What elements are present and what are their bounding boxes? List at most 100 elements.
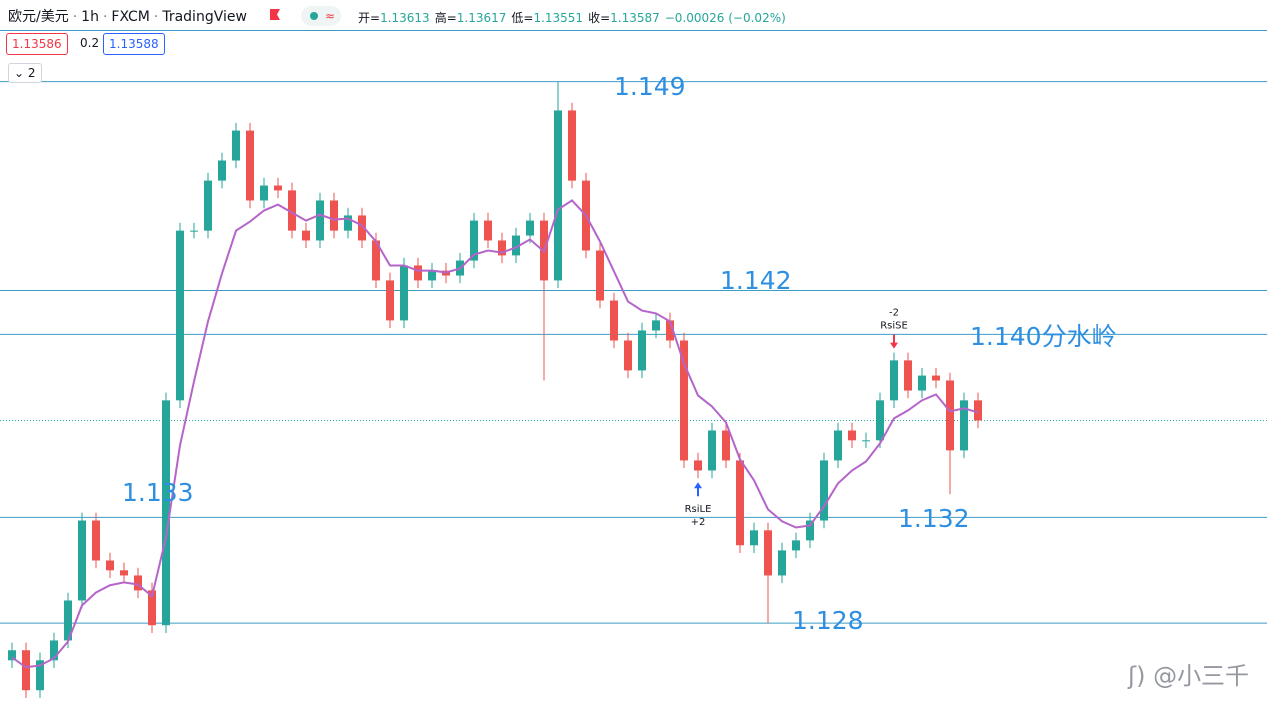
platform: TradingView — [162, 9, 247, 25]
candle-body — [764, 530, 772, 576]
candle-body — [792, 540, 800, 551]
ohlc-value: 1.13617 — [456, 11, 507, 25]
candle-body — [568, 110, 576, 181]
candle-body — [400, 265, 408, 321]
candle-body — [848, 430, 856, 441]
candle-body — [78, 520, 86, 601]
candle-body — [64, 600, 72, 641]
candle-body — [694, 460, 702, 471]
sell-price[interactable]: 1.13586 — [6, 33, 68, 55]
level-annotation: 1.132 — [898, 504, 970, 533]
candle-body — [148, 590, 156, 626]
candle-body — [974, 400, 982, 421]
candle-body — [778, 550, 786, 576]
status-pill[interactable]: ≈ — [301, 6, 341, 26]
ohlc-value: 1.13587 — [610, 11, 660, 25]
signal-qty: +2 — [691, 517, 706, 528]
collapse-count: 2 — [27, 66, 36, 80]
candle-body — [652, 320, 660, 331]
spread: 0.2 — [80, 36, 100, 50]
change: −0.00026 (−0.02%) — [664, 11, 786, 25]
candle-body — [876, 400, 884, 441]
candle-body — [624, 340, 632, 371]
level-annotation: 1.149 — [614, 72, 686, 101]
candle-body — [708, 430, 716, 471]
candle-body — [386, 280, 394, 321]
level-annotation: 1.128 — [792, 606, 864, 635]
candle-body — [610, 300, 618, 341]
candle-body — [834, 430, 842, 461]
candle-body — [288, 190, 296, 231]
candle-body — [736, 460, 744, 546]
candle-body — [162, 400, 170, 626]
ohlc-values: 开=1.13613 高=1.13617 低=1.13551 收=1.13587 −0.0… — [358, 9, 786, 26]
symbol-header: 欧元/美元 · 1h · FXCM · TradingView — [8, 9, 247, 25]
candle-body — [596, 250, 604, 301]
candle-body — [36, 660, 44, 691]
candle-body — [260, 185, 268, 201]
candle-body — [106, 560, 114, 571]
interval[interactable]: 1h — [81, 9, 99, 25]
candle-body — [862, 440, 870, 442]
candle-body — [526, 220, 534, 236]
candle-body — [554, 110, 562, 281]
candle-body — [92, 520, 100, 561]
level-annotation: 1.142 — [720, 266, 792, 295]
candle-body — [680, 340, 688, 461]
level-annotation: 1.133 — [122, 478, 194, 507]
candle-body — [414, 265, 422, 281]
collapse-button[interactable]: ⌄ 2 — [8, 63, 42, 83]
candle-body — [232, 130, 240, 161]
moving-average — [11, 199, 979, 669]
candle-body — [246, 130, 254, 201]
signal-qty: -2 — [889, 308, 899, 319]
candle-body — [204, 180, 212, 231]
ohlc-label: 低= — [511, 11, 534, 25]
level-annotation: 1.140分水岭 — [970, 322, 1117, 351]
candle-body — [470, 220, 478, 261]
watermark-text: @小三千 — [1153, 662, 1250, 690]
signal-label: RsiLE — [685, 504, 712, 515]
ohlc-label: 开= — [358, 11, 381, 25]
candle-body — [22, 650, 30, 691]
candle-body — [302, 230, 310, 241]
source: FXCM — [111, 9, 150, 25]
candle-body — [428, 270, 436, 281]
candle-body — [666, 320, 674, 341]
signal-arrow — [890, 334, 898, 349]
candle-body — [190, 230, 198, 232]
candle-body — [372, 240, 380, 281]
candle-body — [638, 330, 646, 371]
candle-body — [330, 200, 338, 231]
candle-body — [120, 570, 128, 576]
ohlc-label: 高= — [434, 11, 457, 25]
candle-body — [218, 160, 226, 181]
candle-body — [498, 240, 506, 256]
buy-price[interactable]: 1.13588 — [103, 33, 165, 55]
candle-body — [8, 650, 16, 661]
candle-body — [316, 200, 324, 241]
candle-body — [932, 375, 940, 381]
candle-body — [750, 530, 758, 546]
candle-body — [50, 640, 58, 661]
ohlc-label: 收= — [588, 11, 611, 25]
signal-label: RsiSE — [880, 321, 908, 332]
candle-body — [890, 360, 898, 401]
candle-body — [134, 575, 142, 591]
candle-body — [960, 400, 968, 451]
candle-body — [806, 520, 814, 541]
candle-body — [176, 230, 184, 401]
ohlc-value: 1.13551 — [533, 11, 584, 25]
candle-body — [484, 220, 492, 241]
candle-body — [274, 185, 282, 191]
candle-body — [918, 375, 926, 391]
candle-body — [820, 460, 828, 521]
candle-body — [358, 215, 366, 241]
symbol[interactable]: 欧元/美元 — [8, 9, 69, 25]
signal-arrow — [694, 482, 702, 497]
candle-body — [946, 380, 954, 451]
flag-icon[interactable] — [270, 9, 280, 20]
ohlc-value: 1.13613 — [380, 11, 430, 25]
